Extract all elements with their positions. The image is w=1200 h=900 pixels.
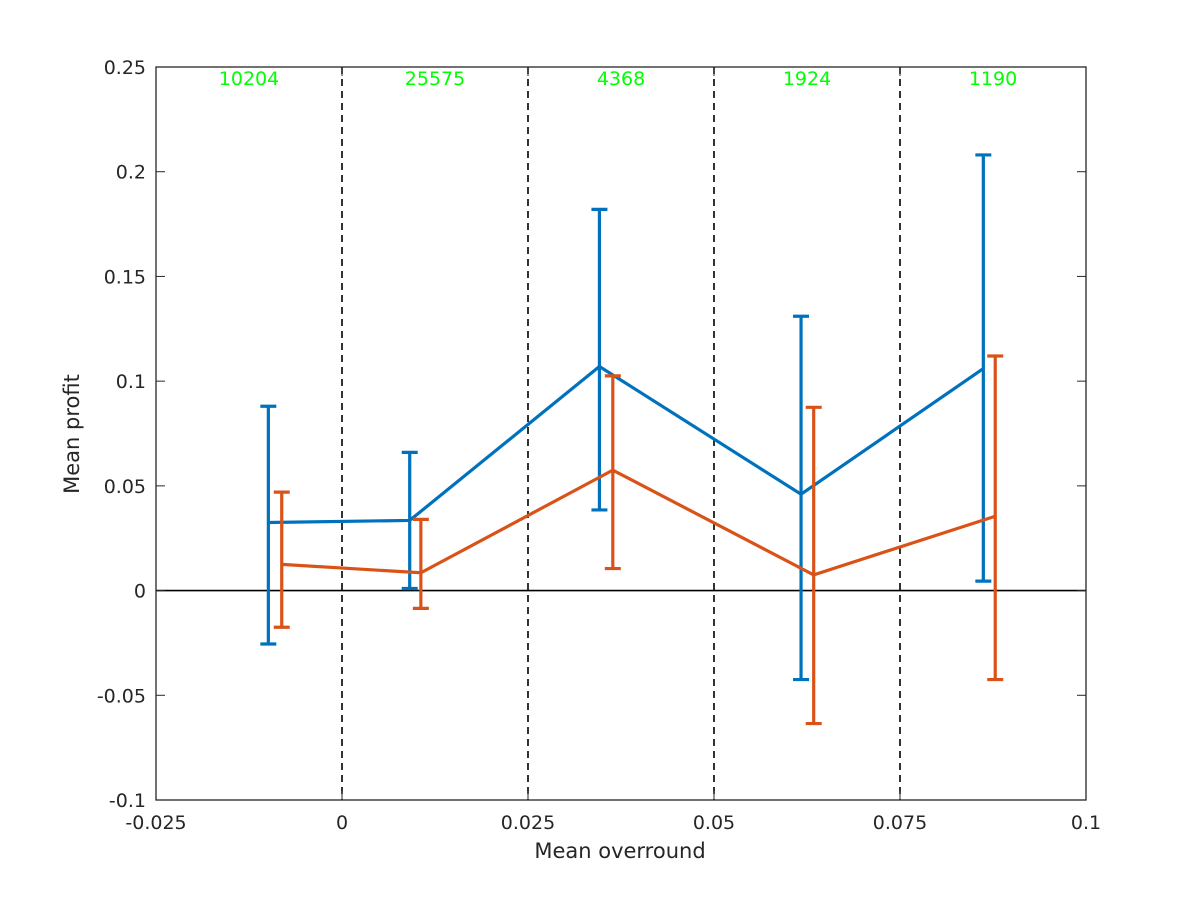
bin-count-label: 1190 xyxy=(969,68,1017,90)
y-tick-label: 0.25 xyxy=(104,57,146,79)
x-tick-label: 0.05 xyxy=(693,812,735,834)
plot-area: -0.025 0 0.025 0.05 0.075 0.1 -0.1 -0.05 0 0.05 0.… xyxy=(97,57,1101,834)
x-tick-label: -0.025 xyxy=(125,812,186,834)
bin-count-label: 10204 xyxy=(219,68,279,90)
bin-count-label: 25575 xyxy=(405,68,465,90)
y-tick-label: -0.1 xyxy=(109,790,146,812)
bin-count-label: 1924 xyxy=(783,68,831,90)
y-tick-label: 0.1 xyxy=(116,371,146,393)
x-tick-label: 0.075 xyxy=(873,812,927,834)
x-tick-label: 0.1 xyxy=(1071,812,1101,834)
y-tick-label: 0.15 xyxy=(104,266,146,288)
y-axis-title: Mean profit xyxy=(60,374,84,494)
bin-count-label: 4368 xyxy=(597,68,645,90)
x-tick-label: 0.025 xyxy=(501,812,555,834)
y-tick-label: 0 xyxy=(134,581,146,603)
x-tick-label: 0 xyxy=(336,812,348,834)
y-tick-label: -0.05 xyxy=(97,685,146,707)
y-tick-label: 0.05 xyxy=(104,476,146,498)
axes-box xyxy=(155,66,1087,801)
y-tick-label: 0.2 xyxy=(116,162,146,184)
x-axis-title: Mean overround xyxy=(534,839,705,863)
